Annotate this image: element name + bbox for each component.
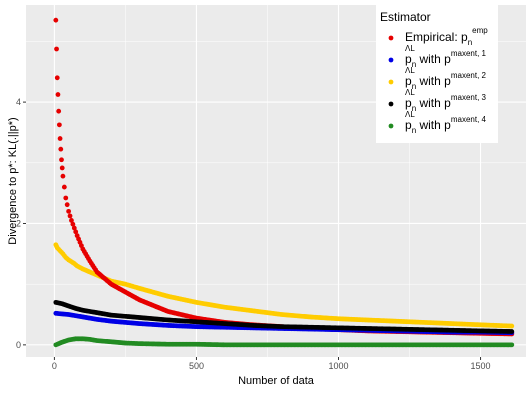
legend-accent: Λ [405,44,411,53]
legend-label: Empirical: pnemp [405,26,488,47]
data-point [55,92,61,97]
data-point [60,173,66,179]
y-tick-label: 0 [16,340,21,350]
x-tick-label: 500 [189,361,204,371]
series-layer [53,17,515,348]
data-point [57,136,63,141]
data-point [56,122,62,128]
legend-sub: n [412,104,416,113]
data-point [509,323,515,329]
data-point [59,157,64,163]
series-3 [53,242,515,329]
legend-accent-sup: L [410,110,415,119]
legend-base: p [405,52,412,66]
legend-label: ΛL pn with pmaxent, 4 [405,110,487,135]
legend-accent-sup: L [410,88,415,97]
y-axis-title: Divergence to p*: KL(.||p*) [7,117,19,244]
data-point [56,108,62,114]
legend-entry-4: ΛL pn with pmaxent, 3 [388,88,487,113]
legend-key-dot [388,35,394,41]
x-tick-label: 1000 [328,361,348,371]
legend-entry-3: ΛL pn with pmaxent, 2 [388,66,487,91]
data-point [71,225,77,231]
legend-base: p [405,96,412,110]
y-tick-label: 4 [16,97,21,107]
data-point [67,213,73,219]
x-tick-label: 0 [52,361,57,371]
legend-box [376,4,498,143]
legend-entry-1: Empirical: pnemp [388,26,488,47]
legend-label: ΛL pn with pmaxent, 3 [405,88,487,113]
data-point [73,229,79,235]
data-point [54,46,59,52]
legend-accent-sup: L [410,66,415,75]
data-point [70,221,76,227]
data-point [63,195,69,201]
legend-entry-5: ΛL pn with pmaxent, 4 [388,110,487,135]
legend-key-dot [388,79,394,85]
legend-base: p [405,118,412,132]
data-point [69,218,74,223]
data-point [509,329,515,334]
legend-base: p [405,74,412,88]
legend-sub: n [412,60,416,69]
series-4 [53,299,515,334]
x-tick-label: 1500 [471,361,491,371]
legend-sup: maxent, 4 [451,115,487,124]
legend-key-dot [388,57,394,63]
axis-ticks: 0 500 1000 1500 0 2 4 [16,97,491,371]
legend-label: ΛL pn with pmaxent, 2 [405,66,487,91]
x-axis-title: Number of data [238,375,315,387]
legend-entry-2: ΛL pn with pmaxent, 1 [388,44,487,69]
data-point [509,342,515,348]
legend-sup: emp [472,26,488,35]
legend-key-dot [388,123,394,129]
legend-label: ΛL pn with pmaxent, 1 [405,44,487,69]
legend-accent: Λ [405,110,411,119]
data-point [58,146,64,152]
data-point [64,202,70,208]
legend-accent: Λ [405,88,411,97]
data-point [59,165,65,171]
legend-sub: n [412,82,416,91]
data-point [66,208,72,214]
legend-sub: n [412,126,416,135]
legend-title: Estimator [380,10,431,24]
legend-accent: Λ [405,66,411,75]
legend-sub: n [468,38,472,47]
series-5 [53,336,515,348]
legend-sup: maxent, 3 [451,93,487,102]
legend-key-dot [388,101,394,107]
legend-mid: with p [416,118,451,132]
legend-mid: with p [416,74,451,88]
data-point [54,75,60,81]
legend-mid: with p [416,52,451,66]
legend-sup: maxent, 2 [451,71,487,80]
legend-sup: maxent, 1 [451,49,487,58]
legend-accent-sup: L [410,44,415,53]
data-point [53,17,59,23]
data-point [61,184,67,190]
y-tick-label: 2 [16,218,21,228]
legend-mid: with p [416,96,451,110]
legend-base: Empirical: p [405,30,468,44]
